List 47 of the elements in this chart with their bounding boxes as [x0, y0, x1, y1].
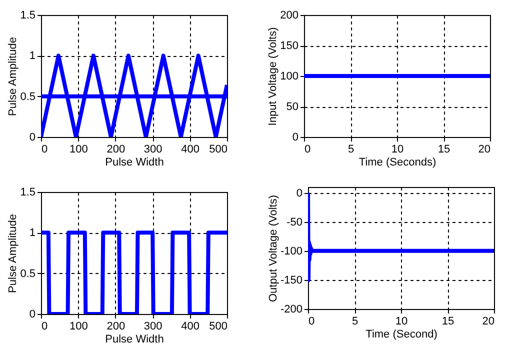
x-tick-label: 100 [70, 144, 88, 156]
x-tick-label: 0 [308, 316, 315, 328]
x-tick-label: 200 [106, 144, 126, 156]
y-tick-label: 1.5 [20, 10, 36, 22]
y-tick-label: 0.5 [20, 268, 36, 280]
x-tick-label: 100 [70, 320, 88, 332]
x-tick-label: 10 [395, 316, 408, 328]
x-tick-label: 15 [438, 144, 450, 156]
y-axis-title: Pulse Amplitude [7, 214, 20, 293]
x-tick-label: 10 [391, 144, 404, 156]
y-tick-label: 1.5 [20, 186, 36, 198]
x-tick-label: 0 [42, 320, 48, 332]
y-tick-label: 0.5 [20, 90, 36, 103]
x-tick-label: 400 [181, 320, 200, 332]
y-axis-title: Pulse Amplitude [7, 37, 20, 116]
x-tick-label: 20 [478, 144, 490, 156]
x-tick-label: 200 [106, 320, 126, 332]
x-tick-label: 500 [209, 320, 228, 332]
x-tick-label: 400 [181, 144, 200, 156]
y-tick-label: 0 [296, 187, 302, 200]
x-tick-label: 5 [352, 316, 358, 328]
x-axis-title: Time (Second) [366, 328, 438, 340]
y-tick-label: 0 [292, 132, 298, 144]
x-axis-title: Pulse Width [105, 156, 164, 168]
x-tick-label: 15 [442, 316, 454, 328]
y-tick-label: 200 [280, 10, 298, 22]
y-tick-label: 100 [280, 70, 298, 82]
y-tick-label: -150 [280, 274, 302, 286]
x-tick-label: 500 [209, 144, 228, 156]
y-tick-label: 1 [29, 50, 36, 62]
x-axis-title: Time (Seconds) [358, 156, 436, 168]
y-tick-label: 50 [286, 101, 298, 113]
y-tick-label: -100 [280, 245, 302, 258]
x-tick-label: 300 [144, 320, 162, 332]
y-tick-label: 1 [29, 227, 36, 240]
y-axis-title: Input Voltage (Volts) [267, 27, 280, 126]
y-axis-title: Output Voltage (Volts) [267, 194, 280, 302]
y-tick-label: 150 [280, 40, 298, 52]
x-tick-label: 0 [304, 144, 311, 156]
x-axis-title: Pulse Width [105, 334, 164, 346]
y-tick-label: -200 [280, 304, 302, 316]
x-tick-label: 5 [348, 144, 354, 156]
x-tick-label: 300 [144, 144, 162, 156]
x-tick-label: 0 [42, 144, 48, 156]
x-tick-label: 20 [482, 316, 494, 328]
y-tick-label: -50 [286, 216, 302, 228]
y-tick-label: 0 [29, 132, 36, 144]
